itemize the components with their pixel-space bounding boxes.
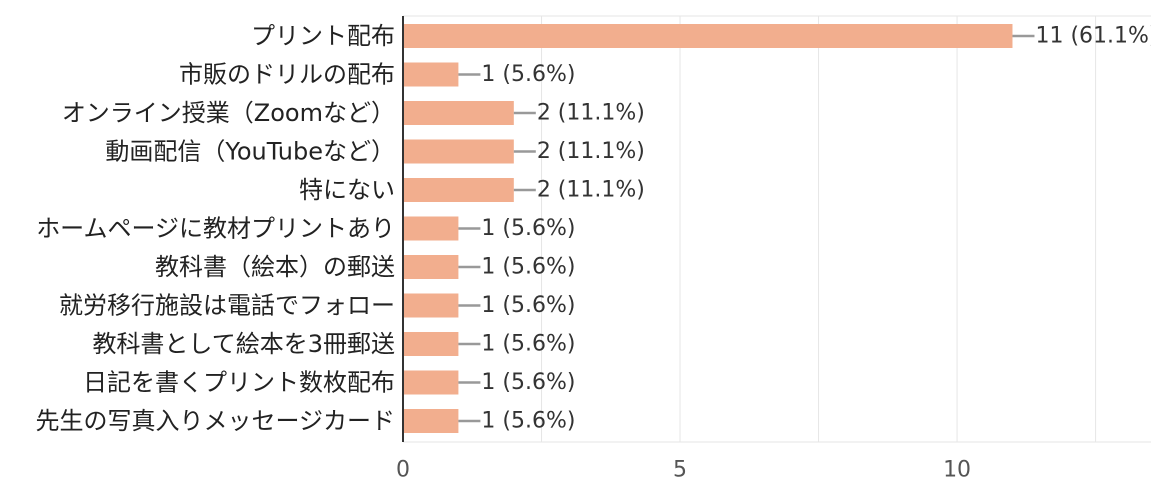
category-label: 就労移行施設は電話でフォロー: [59, 292, 395, 320]
bar: [404, 178, 514, 202]
data-label: 1 (5.6%): [481, 62, 575, 87]
gridlines: [403, 15, 1151, 443]
data-labels: 11 (61.1%) 1 (5.6%) 2 (11.1%) 2 (11.1%) 2 (1…: [481, 24, 1151, 434]
category-label: 教科書（絵本）の郵送: [155, 253, 395, 281]
category-label: 日記を書くプリント数枚配布: [83, 369, 395, 397]
category-label: 先生の写真入りメッセージカード: [35, 407, 395, 435]
category-label: 動画配信（YouTubeなど）: [105, 138, 395, 166]
data-label: 2 (11.1%): [537, 139, 645, 164]
data-label: 1 (5.6%): [481, 332, 575, 357]
category-label: ホームページに教材プリントあり: [36, 215, 395, 243]
bar: [404, 332, 459, 356]
bars: [404, 24, 1013, 433]
x-tick-label: 5: [673, 458, 687, 483]
category-label: 市販のドリルの配布: [179, 61, 395, 89]
bar: [404, 255, 459, 279]
category-label: プリント配布: [251, 22, 395, 50]
data-label: 2 (11.1%): [537, 101, 645, 126]
data-label: 1 (5.6%): [481, 255, 575, 280]
bar: [404, 293, 459, 318]
x-axis-tick-labels: 0 5 10: [396, 458, 971, 483]
x-tick-label: 10: [943, 458, 971, 483]
category-label: 特にない: [299, 176, 395, 204]
data-label: 2 (11.1%): [537, 178, 645, 203]
x-tick-label: 0: [396, 458, 410, 483]
bar: [404, 409, 459, 433]
bar: [404, 62, 459, 87]
data-label: 1 (5.6%): [481, 370, 575, 395]
data-label: 1 (5.6%): [481, 409, 575, 434]
bar: [404, 24, 1013, 48]
bar: [404, 101, 514, 125]
category-label: オンライン授業（Zoomなど）: [62, 99, 395, 127]
data-label: 11 (61.1%): [1035, 24, 1151, 49]
data-label: 1 (5.6%): [481, 216, 575, 241]
bar: [404, 370, 459, 395]
bar: [404, 139, 514, 164]
data-label: 1 (5.6%): [481, 293, 575, 318]
data-label-leaders: [458, 34, 1035, 423]
bar: [404, 216, 459, 241]
category-label: 教科書として絵本を3冊郵送: [92, 330, 395, 358]
